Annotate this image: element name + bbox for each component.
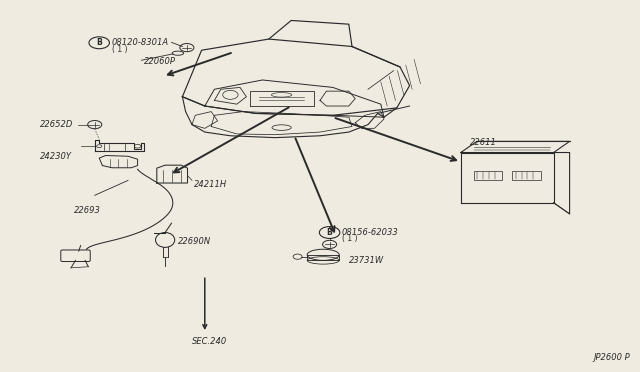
Text: ( 1 ): ( 1 ) xyxy=(342,234,357,243)
Text: JP2600 P: JP2600 P xyxy=(594,353,630,362)
Text: 24211H: 24211H xyxy=(194,180,227,189)
Text: 08156-62033: 08156-62033 xyxy=(342,228,399,237)
Text: 22611: 22611 xyxy=(470,138,497,147)
Text: 24230Y: 24230Y xyxy=(40,153,72,161)
Bar xyxy=(307,255,339,260)
Text: 22652D: 22652D xyxy=(40,120,74,129)
Text: 08120-8301A: 08120-8301A xyxy=(112,38,169,47)
Text: B: B xyxy=(327,228,332,237)
Text: 23731W: 23731W xyxy=(349,256,384,265)
Text: SEC.240: SEC.240 xyxy=(192,337,227,346)
Text: B: B xyxy=(97,38,102,47)
Text: ( 1 ): ( 1 ) xyxy=(112,45,127,54)
Text: 22693: 22693 xyxy=(74,206,100,215)
Text: 22060P: 22060P xyxy=(144,57,176,65)
Bar xyxy=(474,171,502,180)
Text: 22690N: 22690N xyxy=(178,237,211,246)
Bar xyxy=(512,171,541,180)
